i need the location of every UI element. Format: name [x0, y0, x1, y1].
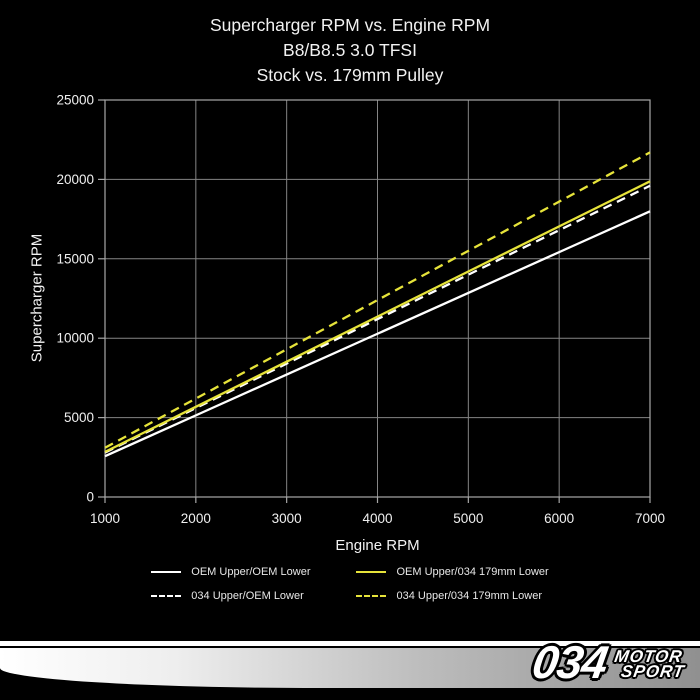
x-tick-label: 4000 [362, 511, 392, 526]
line-chart-plot: 1000 2000 3000 4000 5000 6000 7000 0 5000 10000 15… [56, 93, 665, 527]
legend-swatch-dashed-yellow-icon [356, 595, 387, 597]
series-line-2 [104, 180, 651, 453]
chart-title: Supercharger RPM vs. Engine RPM B8/B8.5 … [0, 13, 700, 88]
legend-column-white: OEM Upper/OEM Lower 034 Upper/OEM Lower [151, 566, 310, 602]
legend-label: OEM Upper/OEM Lower [191, 566, 311, 578]
legend-item-034-upper-oem-lower: 034 Upper/OEM Lower [151, 590, 310, 602]
chart-legend: OEM Upper/OEM Lower 034 Upper/OEM Lower … [0, 566, 700, 602]
series-line-1 [104, 184, 651, 454]
y-axis-title: Supercharger RPM [28, 233, 46, 363]
x-axis-title: Engine RPM [335, 537, 420, 554]
y-tick-label: 15000 [56, 251, 94, 266]
legend-label: 034 Upper/034 179mm Lower [396, 590, 543, 602]
chart-title-line-1: Supercharger RPM vs. Engine RPM [209, 15, 491, 35]
y-tick-label: 0 [86, 490, 94, 505]
footer-stripe-gray [0, 648, 700, 688]
legend-swatch-solid-white-icon [151, 571, 182, 573]
y-tick-label: 10000 [56, 331, 94, 346]
logo-word-sport: SPORT [619, 662, 686, 681]
plot-border [104, 99, 651, 498]
chart-title-line-2: B8/B8.5 3.0 TFSI [283, 40, 417, 60]
x-tick-label: 7000 [635, 511, 665, 526]
legend-item-oem-upper-oem-lower: OEM Upper/OEM Lower [151, 566, 310, 578]
chart-title-line-3: Stock vs. 179mm Pulley [256, 65, 444, 85]
x-tick-label: 3000 [272, 511, 302, 526]
legend-item-034-upper-034-lower: 034 Upper/034 179mm Lower [356, 590, 548, 602]
footer-stripe-white [0, 641, 700, 646]
x-tick-label: 6000 [544, 511, 574, 526]
legend-swatch-dashed-white-icon [151, 595, 182, 597]
y-tick-label: 5000 [64, 410, 94, 425]
logo-motorsport-text: MOTOR SPORT [611, 647, 688, 681]
x-tick-label: 1000 [90, 511, 120, 526]
x-tick-label: 2000 [181, 511, 211, 526]
legend-item-oem-upper-034-lower: OEM Upper/034 179mm Lower [356, 566, 549, 578]
legend-swatch-solid-yellow-icon [356, 571, 387, 573]
series-line-0 [104, 210, 651, 458]
legend-column-yellow: OEM Upper/034 179mm Lower 034 Upper/034 … [356, 566, 549, 602]
legend-label: 034 Upper/OEM Lower [191, 590, 304, 602]
legend-label: OEM Upper/034 179mm Lower [396, 566, 549, 578]
logo-034motorsport: 034 MOTOR SPORT [529, 636, 690, 688]
x-tick-label: 5000 [453, 511, 483, 526]
logo-034-text: 034 [528, 636, 611, 688]
series-line-3 [104, 151, 651, 449]
y-tick-label: 20000 [56, 172, 94, 187]
y-tick-label: 25000 [56, 93, 94, 108]
